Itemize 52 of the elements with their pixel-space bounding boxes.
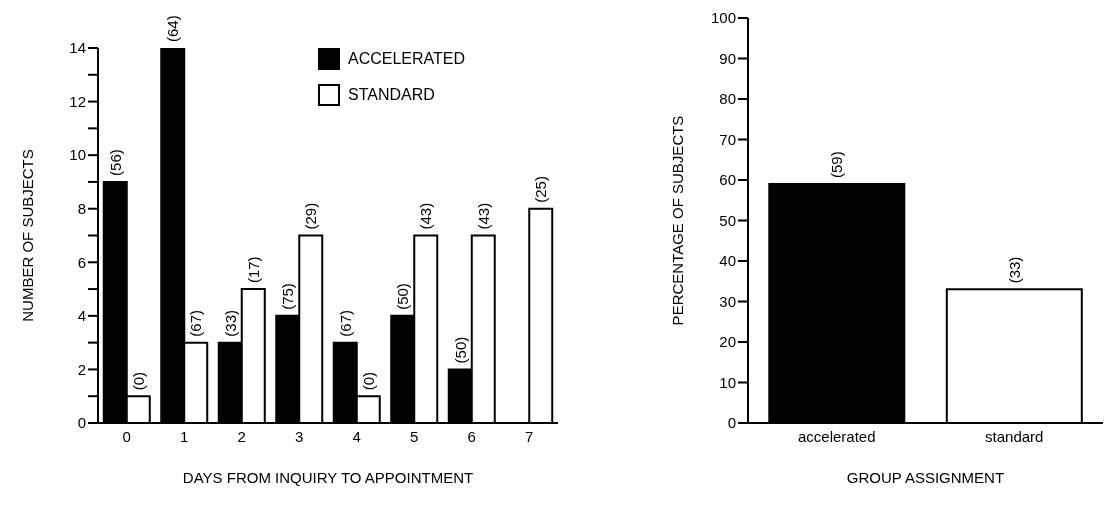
y-tick-label: 70 [719, 130, 736, 148]
y-tick-label: 8 [77, 200, 86, 218]
annotation: (50) [394, 283, 412, 310]
annotation: (43) [417, 202, 435, 230]
y-tick-label: 4 [77, 307, 86, 325]
y-tick-label: 0 [727, 414, 736, 432]
annotation: (33) [221, 309, 239, 337]
x-tick-label: standard [985, 427, 1044, 445]
y-tick-label: 90 [719, 49, 736, 67]
x-tick-label: 1 [180, 427, 189, 445]
x-axis-title: GROUP ASSIGNMENT [846, 469, 1005, 486]
annotation: (0) [359, 371, 377, 391]
data-label: (59) [828, 151, 846, 179]
y-tick-label: 50 [719, 211, 736, 229]
legend-label: ACCELERATED [348, 50, 466, 68]
y-axis-title: PERCENTAGE OF SUBJECTS [669, 115, 687, 326]
y-tick-label: 40 [719, 252, 736, 270]
x-tick-label: 4 [352, 427, 361, 445]
y-tick-label: 12 [69, 92, 86, 110]
x-tick-label: 7 [525, 427, 534, 445]
x-tick-label: 0 [122, 427, 131, 445]
annotation: (29) [302, 202, 320, 230]
x-tick-label: 2 [237, 427, 246, 445]
annotation: (50) [451, 336, 469, 364]
y-tick-label: 100 [710, 9, 736, 27]
x-axis-title: DAYS FROM INQUIRY TO APPOINTMENT [182, 469, 474, 486]
y-axis-title: NUMBER OF SUBJECTS [19, 149, 37, 322]
annotation: (17) [244, 256, 262, 284]
y-tick-label: 2 [77, 360, 86, 378]
annotation: (67) [187, 309, 205, 337]
y-tick-label: 10 [69, 146, 86, 164]
annotation: (25) [532, 176, 550, 203]
y-tick-label: 60 [719, 171, 736, 189]
y-tick-label: 0 [77, 414, 86, 432]
legend-label: STANDARD [348, 86, 435, 104]
y-tick-label: 20 [719, 333, 736, 351]
x-tick-label: 6 [467, 427, 476, 445]
x-tick-label: accelerated [797, 427, 876, 445]
y-tick-label: 14 [69, 39, 86, 57]
annotation: (64) [164, 15, 182, 42]
y-tick-label: 80 [719, 90, 736, 108]
annotation: (75) [279, 283, 297, 310]
x-tick-label: 3 [295, 427, 304, 445]
annotation: (0) [129, 371, 147, 391]
x-tick-label: 5 [410, 427, 419, 445]
y-tick-label: 6 [77, 253, 86, 271]
y-tick-label: 30 [719, 292, 736, 310]
annotation: (56) [106, 149, 124, 176]
annotation: (43) [474, 202, 492, 230]
y-tick-label: 10 [719, 373, 736, 391]
data-label: (33) [1005, 256, 1023, 284]
annotation: (67) [336, 309, 354, 337]
